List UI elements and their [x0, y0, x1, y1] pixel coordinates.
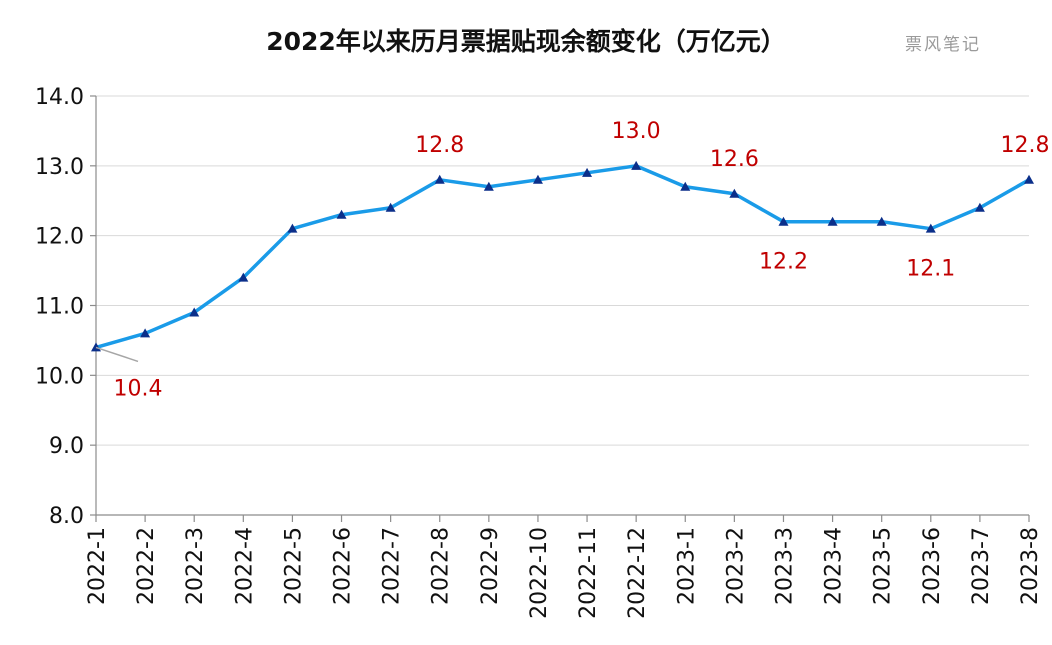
data-point-marker — [385, 202, 396, 212]
y-tick-label: 12.0 — [35, 225, 84, 250]
data-point-marker — [925, 223, 936, 233]
x-tick-label: 2023-7 — [969, 527, 994, 605]
y-tick-label: 14.0 — [35, 85, 84, 110]
data-point-marker — [189, 307, 200, 317]
data-point-marker — [631, 160, 642, 170]
data-point-marker — [483, 181, 494, 191]
chart-title: 2022年以来历月票据贴现余额变化（万亿元） — [266, 27, 786, 56]
x-tick-label: 2023-3 — [772, 527, 797, 605]
data-point-marker — [336, 209, 347, 219]
data-point-marker — [434, 174, 445, 184]
grid-lines — [96, 95, 1029, 446]
y-tick-label: 10.0 — [35, 364, 84, 389]
data-label: 12.2 — [759, 250, 808, 275]
leader-line — [95, 346, 139, 363]
series-line — [94, 164, 1031, 350]
data-point-marker — [532, 174, 543, 184]
x-tick-label: 2022-5 — [281, 527, 306, 605]
x-tick-label: 2022-12 — [625, 527, 650, 619]
x-tick-label: 2022-11 — [576, 527, 601, 619]
x-tick-label: 2022-4 — [232, 527, 257, 605]
x-tick-label: 2023-5 — [871, 527, 896, 605]
data-point-marker — [582, 167, 593, 177]
x-tick-label: 2023-2 — [723, 527, 748, 605]
x-tick-label: 2022-7 — [380, 527, 405, 605]
data-label: 10.4 — [114, 376, 163, 401]
x-tick-label: 2023-1 — [674, 527, 699, 605]
data-point-marker — [778, 216, 789, 226]
series-line-layer — [91, 160, 1034, 352]
watermark: 票风笔记 — [905, 35, 981, 55]
data-label: 12.6 — [710, 147, 759, 172]
data-point-marker — [729, 188, 740, 198]
data-point-marker — [1024, 174, 1034, 184]
y-tick-label: 9.0 — [49, 434, 84, 459]
data-point-marker — [91, 342, 101, 352]
x-tick-label: 2022-10 — [527, 527, 552, 619]
data-label: 12.8 — [1001, 133, 1050, 158]
x-tick-label: 2022-8 — [429, 527, 454, 605]
y-tick-label: 11.0 — [35, 295, 84, 320]
x-tick-label: 2022-6 — [331, 527, 356, 605]
x-tick-label: 2023-8 — [1018, 527, 1043, 605]
data-label: 13.0 — [612, 119, 661, 144]
data-point-marker — [876, 216, 887, 226]
y-tick-label: 8.0 — [49, 504, 84, 529]
x-tick-label: 2022-1 — [85, 527, 110, 605]
x-tick-label: 2022-9 — [478, 527, 503, 605]
data-label-layer: 10.4 12.8 13.0 12.6 12.2 12.1 12.8 — [95, 119, 1050, 401]
data-point-marker — [680, 181, 691, 191]
axes: 8.0 9.0 10.0 11.0 12.0 13.0 14.0 2022-1 2022-2 20… — [35, 85, 1043, 619]
data-point-marker — [140, 328, 151, 338]
data-label: 12.1 — [906, 257, 955, 282]
data-point-marker — [238, 272, 249, 282]
x-tick-label: 2023-6 — [920, 527, 945, 605]
data-point-marker — [287, 223, 298, 233]
x-tick-label: 2022-2 — [134, 527, 159, 605]
data-point-marker — [974, 202, 985, 212]
x-tick-label: 2022-3 — [183, 527, 208, 605]
data-point-marker — [827, 216, 838, 226]
y-tick-label: 13.0 — [35, 155, 84, 180]
x-tick-label: 2023-4 — [822, 527, 847, 605]
data-label: 12.8 — [415, 133, 464, 158]
